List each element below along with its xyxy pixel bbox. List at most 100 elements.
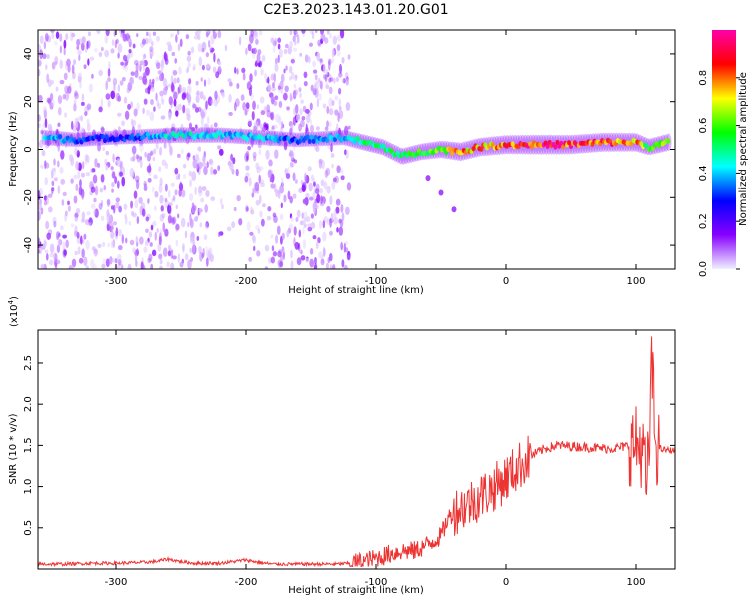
heatmap-cell <box>118 229 122 237</box>
heatmap-cell <box>194 106 200 113</box>
heatmap-cell <box>112 77 118 86</box>
heatmap-cell <box>148 84 152 91</box>
heatmap-cell <box>228 93 232 103</box>
heatmap-cell <box>272 44 276 53</box>
heatmap-cell <box>315 204 320 210</box>
heatmap-cell <box>174 189 178 196</box>
heatmap-cell <box>289 196 293 204</box>
heatmap-cell <box>324 73 328 82</box>
heatmap-cell <box>164 228 169 237</box>
heatmap-cell <box>279 260 284 268</box>
heatmap-cell <box>198 56 203 67</box>
heatmap-cell <box>77 246 81 255</box>
heatmap-cell <box>46 54 50 59</box>
heatmap-cell <box>69 265 75 269</box>
heatmap-cell <box>59 79 65 85</box>
heatmap-cell <box>293 159 298 164</box>
heatmap-cell <box>210 255 214 261</box>
heatmap-cell <box>159 258 163 265</box>
heatmap-cell <box>56 244 61 253</box>
heatmap-cell <box>135 236 139 244</box>
heatmap-cell <box>102 146 106 152</box>
heatmap-cell <box>305 216 311 223</box>
heatmap-cell <box>318 77 321 83</box>
heatmap-cell <box>177 86 180 95</box>
heatmap-cell <box>46 35 52 43</box>
heatmap-cell <box>90 258 95 268</box>
heatmap-cell <box>181 242 185 251</box>
heatmap-cell <box>119 171 123 177</box>
heatmap-cell <box>238 218 243 226</box>
heatmap-cell <box>294 74 298 80</box>
heatmap-cell <box>294 179 298 184</box>
heatmap-cell <box>149 242 153 247</box>
heatmap-cell <box>50 98 55 107</box>
heatmap-cell <box>143 98 148 105</box>
heatmap-cell <box>310 174 314 182</box>
heatmap-cell <box>85 239 90 250</box>
heatmap-cell <box>40 128 44 135</box>
heatmap-cell <box>269 177 273 183</box>
heatmap-cell <box>117 52 120 59</box>
heatmap-cell <box>305 257 309 263</box>
heatmap-cell <box>145 37 149 45</box>
heatmap-cell <box>38 249 41 254</box>
heatmap-cell <box>103 184 107 191</box>
snr-y-multiplier-base: (x10 <box>9 304 20 327</box>
heatmap-cell <box>340 203 344 213</box>
heatmap-cell <box>286 229 290 238</box>
heatmap-cell <box>43 41 47 50</box>
heatmap-cell <box>85 154 89 162</box>
heatmap-cell <box>115 197 121 203</box>
heatmap-cell <box>235 98 240 108</box>
heatmap-cell <box>92 174 98 184</box>
heatmap-cell <box>229 161 234 171</box>
heatmap-cell <box>336 44 341 52</box>
heatmap-cell <box>251 139 254 148</box>
heatmap-cell <box>187 50 191 56</box>
heatmap-cell <box>255 162 260 170</box>
heatmap-cell <box>61 200 64 206</box>
heatmap-cell <box>309 102 313 111</box>
heatmap-cell <box>288 76 292 81</box>
heatmap-cell <box>78 54 81 62</box>
heatmap-cell <box>191 243 196 254</box>
heatmap-cell <box>451 206 457 213</box>
heatmap-cell <box>120 61 125 66</box>
heatmap-cell <box>157 166 162 172</box>
heatmap-cell <box>80 42 85 51</box>
heatmap-cell <box>381 144 386 150</box>
heatmap-cell <box>44 138 50 149</box>
heatmap-cell <box>53 177 58 182</box>
heatmap-cell <box>296 34 300 44</box>
heatmap-cell <box>264 244 270 252</box>
heatmap-cell <box>150 87 155 92</box>
heatmap-cell <box>313 181 316 187</box>
heatmap-cell <box>117 253 122 261</box>
heatmap-cell <box>135 179 140 190</box>
heatmap-cell <box>138 236 144 245</box>
heatmap-cell <box>204 204 209 213</box>
heatmap-cell <box>341 212 345 222</box>
heatmap-cell <box>168 206 172 215</box>
heatmap-cell <box>80 172 86 178</box>
heatmap-cell <box>94 248 99 256</box>
heatmap-cell <box>219 197 223 205</box>
heatmap-cell <box>314 80 319 91</box>
heatmap-cell <box>106 223 110 232</box>
heatmap-cell <box>310 213 314 219</box>
heatmap-cell <box>169 32 174 38</box>
heatmap-cell <box>198 161 203 169</box>
heatmap-cell <box>62 191 67 197</box>
heatmap-cell <box>205 125 211 130</box>
heatmap-cell <box>57 95 63 104</box>
heatmap-cell <box>275 234 279 244</box>
x-tick-label: -200 <box>235 577 258 588</box>
heatmap-cell <box>308 196 314 201</box>
heatmap-cell <box>270 37 275 44</box>
heatmap-cell <box>112 221 117 226</box>
heatmap-cell <box>129 167 135 178</box>
heatmap-cell <box>293 226 297 236</box>
heatmap-cell <box>175 110 179 117</box>
